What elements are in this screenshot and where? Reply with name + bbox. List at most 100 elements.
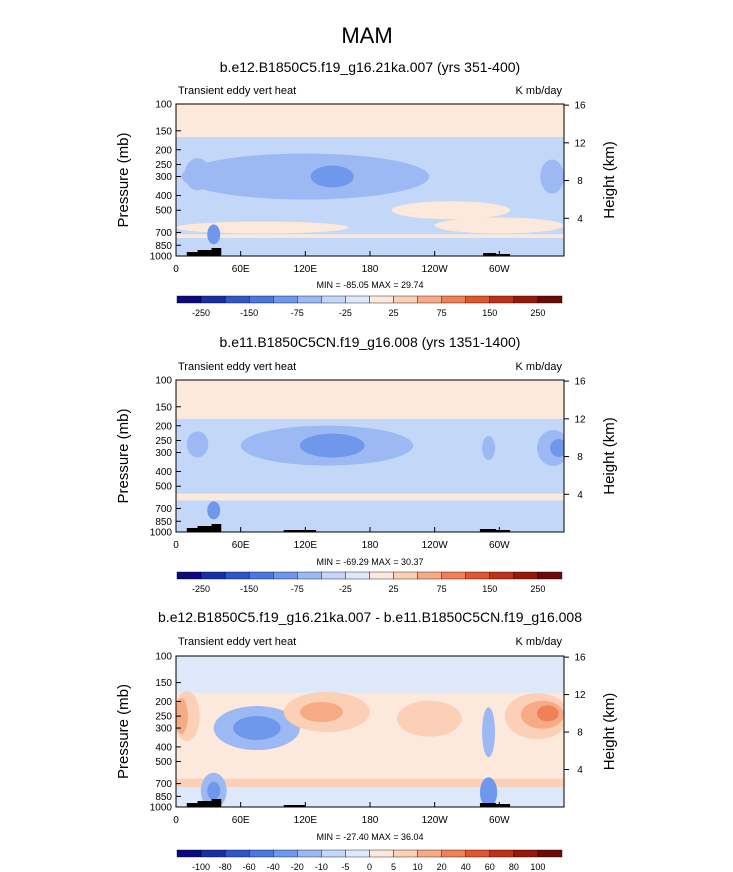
colorbar-box	[441, 849, 466, 858]
height-tick-label: 4	[577, 214, 583, 225]
colorbar-box	[417, 295, 442, 304]
panel-title: b.e12.B1850C5.f19_g16.21ka.007 (yrs 351-…	[220, 59, 520, 75]
lon-tick-label: 0	[173, 540, 179, 551]
pressure-tick-label: 850	[155, 241, 172, 252]
colorbar-box	[465, 295, 491, 304]
field-blob-east-core	[549, 438, 564, 457]
colorbar-label: -150	[240, 308, 258, 318]
colorbar-box	[393, 571, 418, 580]
colorbar-label: 25	[389, 584, 399, 594]
field-peach-lobe	[391, 201, 511, 220]
field-peach-band	[176, 493, 564, 501]
panel-3: b.e12.B1850C5.f19_g16.21ka.007 - b.e11.B…	[115, 609, 618, 872]
colorbar-box	[321, 571, 346, 580]
pressure-tick-label: 300	[155, 448, 172, 459]
colorbar-label: 250	[530, 308, 545, 318]
land-block	[479, 803, 497, 807]
colorbar-box	[465, 571, 491, 580]
colorbar-label: -150	[240, 584, 258, 594]
colorbar-label: 150	[482, 308, 497, 318]
colorbar-box	[224, 295, 250, 304]
pressure-tick-label: 500	[155, 206, 172, 217]
colorbar-label: 60	[485, 862, 495, 872]
pressure-tick-label: 200	[155, 421, 172, 432]
field-west-hot	[176, 698, 188, 735]
y-axis-label-right: Height (km)	[601, 417, 618, 495]
colorbar-label: 250	[530, 584, 545, 594]
lon-tick-label: 120W	[422, 815, 449, 826]
colorbar-box	[321, 849, 346, 858]
pressure-tick-label: 250	[155, 436, 172, 447]
colorbar-label: -20	[291, 862, 304, 872]
field-blob-asia-core	[233, 716, 281, 741]
land-block	[186, 528, 198, 532]
colorbar-box	[224, 849, 250, 858]
colorbar-label: -40	[267, 862, 280, 872]
field-blob-core	[299, 433, 365, 458]
height-tick-label: 16	[574, 377, 586, 388]
colorbar-box	[273, 571, 298, 580]
pressure-tick-label: 1000	[150, 803, 173, 814]
colorbar-label: 100	[530, 862, 545, 872]
colorbar-box	[345, 295, 370, 304]
lon-tick-label: 120W	[422, 264, 449, 275]
height-tick-label: 12	[574, 414, 586, 425]
colorbar-label: -75	[291, 308, 304, 318]
field-peach-band	[176, 221, 349, 234]
colorbar-box	[369, 295, 394, 304]
colorbar-label: -75	[291, 584, 304, 594]
land-block	[483, 253, 497, 256]
field-low-blue	[176, 787, 564, 807]
field-blob-tibet	[207, 501, 221, 520]
panel-field	[176, 104, 564, 256]
y-axis-label: Pressure (mb)	[115, 684, 132, 779]
colorbar-label: -80	[219, 862, 232, 872]
colorbar-box	[200, 295, 226, 304]
colorbar-box	[248, 571, 274, 580]
pressure-tick-label: 100	[155, 652, 172, 663]
lon-tick-label: 180	[362, 815, 379, 826]
field-blob-core	[310, 165, 354, 188]
field-blob-atlantic	[184, 158, 211, 191]
colorbar-label: 40	[461, 862, 471, 872]
land-block	[186, 803, 198, 807]
pressure-tick-label: 500	[155, 757, 172, 768]
pressure-tick-label: 100	[155, 100, 172, 111]
field-pacific-hot	[299, 702, 344, 723]
colorbar-label: -25	[339, 584, 352, 594]
colorbar-label: -100	[192, 862, 210, 872]
panel-2: b.e11.B1850C5CN.f19_g16.008 (yrs 1351-14…	[115, 334, 618, 594]
colorbar-label: -10	[315, 862, 328, 872]
colorbar-label: 75	[437, 584, 447, 594]
colorbar-box	[224, 571, 250, 580]
pressure-tick-label: 1000	[150, 252, 173, 263]
panel-units-label: K mb/day	[516, 361, 563, 373]
field-low-blue	[176, 500, 564, 532]
pressure-tick-label: 400	[155, 742, 172, 753]
field-low-blue	[176, 237, 564, 256]
colorbar-box	[441, 295, 466, 304]
colorbar-label: -250	[192, 308, 210, 318]
height-tick-label: 12	[574, 138, 586, 149]
pressure-tick-label: 150	[155, 402, 172, 413]
lon-tick-label: 180	[362, 264, 379, 275]
colorbar-box	[441, 571, 466, 580]
colorbar-box	[345, 849, 370, 858]
pressure-tick-label: 250	[155, 712, 172, 723]
colorbar-box	[200, 571, 226, 580]
lon-tick-label: 60W	[489, 815, 510, 826]
colorbar-box	[417, 571, 442, 580]
colorbar-label: 10	[413, 862, 423, 872]
land-block	[496, 804, 511, 807]
colorbar-box	[537, 571, 563, 580]
colorbar-box	[513, 849, 539, 858]
field-andes-low	[479, 777, 498, 807]
pressure-tick-label: 200	[155, 697, 172, 708]
stats-label: MIN = -69.29 MAX = 30.37	[316, 557, 423, 567]
y-axis-label: Pressure (mb)	[115, 132, 132, 227]
height-tick-label: 8	[577, 452, 583, 463]
panel-1: b.e12.B1850C5.f19_g16.21ka.007 (yrs 351-…	[115, 59, 618, 318]
pressure-tick-label: 700	[155, 779, 172, 790]
panel-title: b.e11.B1850C5CN.f19_g16.008 (yrs 1351-14…	[220, 334, 521, 350]
colorbar-label: -60	[243, 862, 256, 872]
